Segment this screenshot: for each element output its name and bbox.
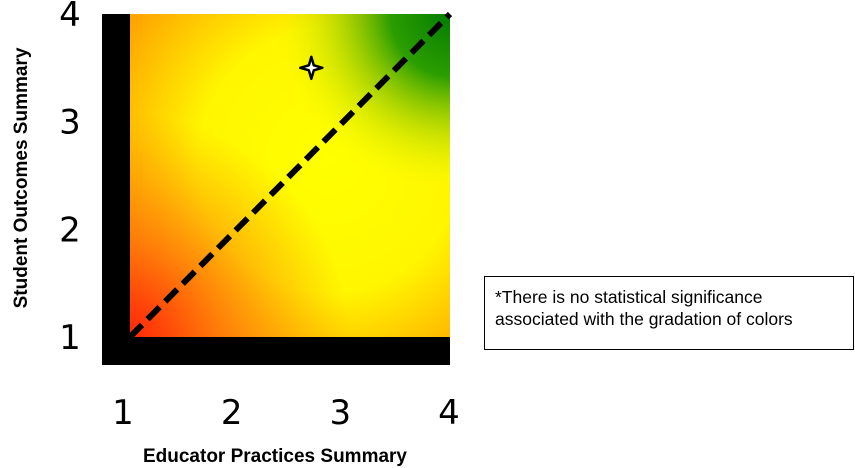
- note-line: associated with the gradation of colors: [495, 309, 793, 329]
- data-point-star: [299, 55, 324, 81]
- y-axis-ticks: 1 2 3 4: [59, 0, 81, 358]
- y-tick-label: 3: [59, 103, 81, 143]
- y-axis-title: Student Outcomes Summary: [11, 47, 32, 308]
- y-tick-label: 1: [59, 318, 81, 358]
- x-tick-label: 4: [438, 393, 460, 433]
- x-tick-label: 3: [330, 393, 352, 433]
- left-axis-bar: [102, 14, 130, 365]
- note-line: *There is no statistical significance: [495, 287, 763, 307]
- y-tick-label: 2: [59, 210, 81, 250]
- x-tick-label: 2: [221, 393, 243, 433]
- y-tick-label: 4: [59, 0, 81, 35]
- x-axis-title: Educator Practices Summary: [143, 446, 407, 467]
- x-tick-label: 1: [112, 393, 134, 433]
- disclaimer-note: *There is no statistical significance as…: [484, 276, 854, 350]
- plot-area: [102, 11, 453, 365]
- bottom-axis-bar: [102, 337, 450, 365]
- diagonal-reference-line: [127, 11, 453, 340]
- x-axis-ticks: 1 2 3 4: [112, 393, 460, 433]
